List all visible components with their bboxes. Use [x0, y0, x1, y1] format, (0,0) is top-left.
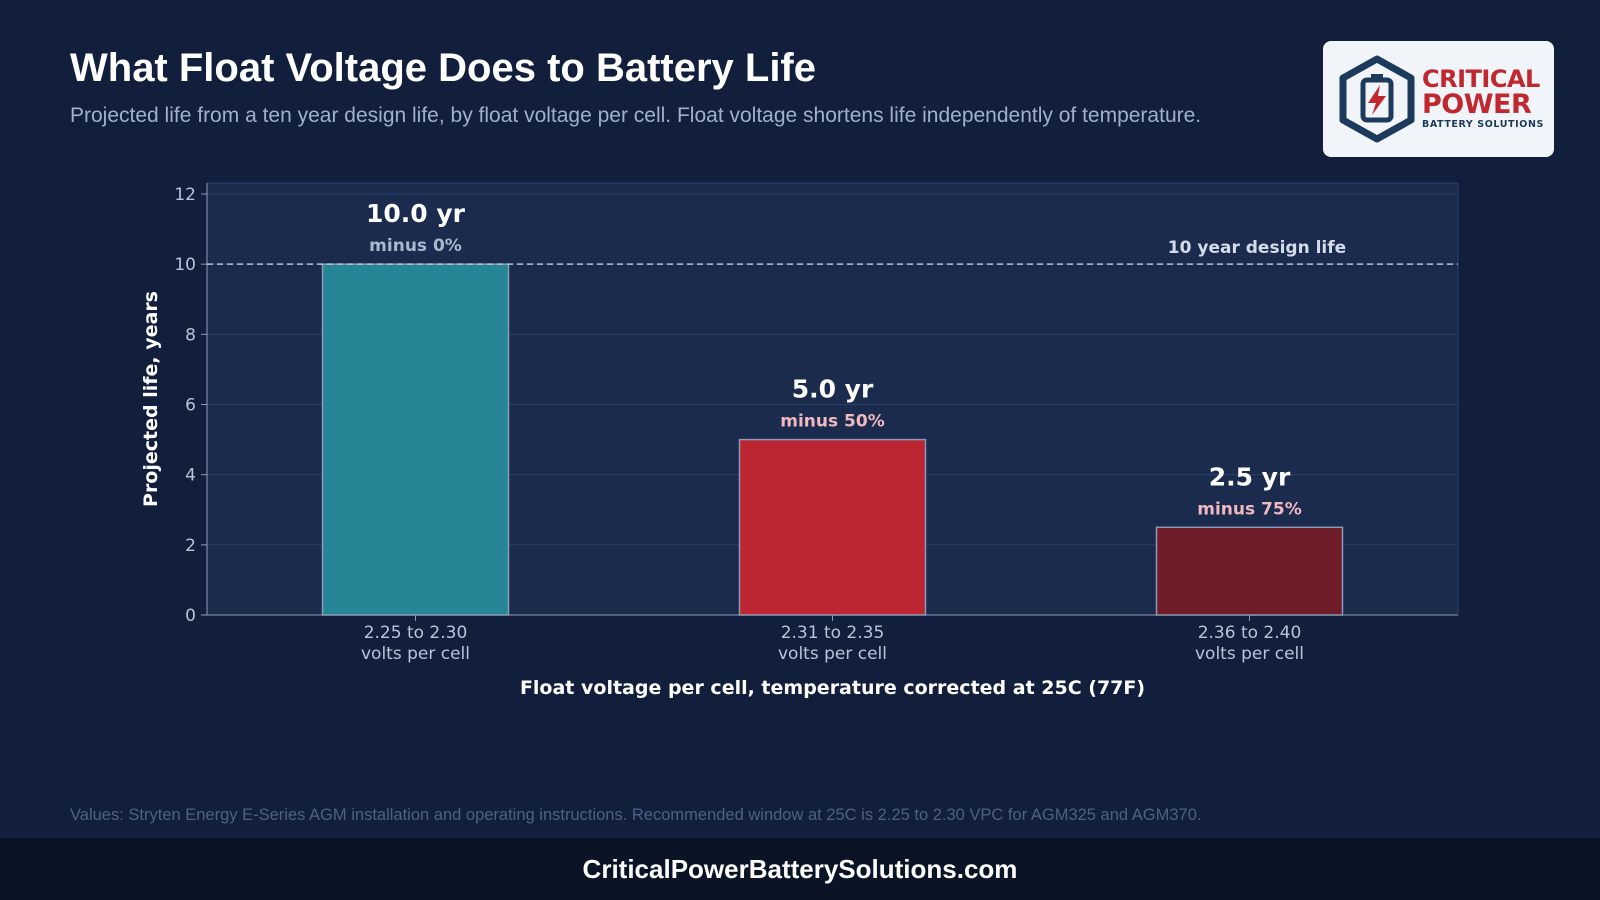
bar-chart: 0 2 4 6 8 10 12 Projected life, years 10.0 yr min…: [140, 182, 1459, 699]
y-tick-label: 12: [174, 185, 196, 205]
x-tick-label: volts per cell: [778, 644, 887, 664]
x-tick-label: 2.31 to 2.35: [781, 623, 885, 643]
bar-value-label: 5.0 yr: [792, 375, 874, 404]
y-tick-label: 10: [174, 255, 196, 275]
footer-bar: CriticalPowerBatterySolutions.com: [0, 838, 1600, 900]
logo-text-power: POWER: [1422, 89, 1532, 120]
x-tick-label: 2.36 to 2.40: [1198, 623, 1302, 643]
y-tick-label: 4: [185, 466, 196, 486]
bar-change-label: minus 50%: [780, 412, 884, 432]
chart-subtitle: Projected life from a ten year design li…: [70, 104, 1202, 127]
bar-change-label: minus 75%: [1197, 499, 1301, 519]
bar-value-label: 10.0 yr: [366, 199, 466, 228]
footer-url: CriticalPowerBatterySolutions.com: [582, 854, 1018, 884]
bar: [738, 438, 927, 616]
x-tick-label: volts per cell: [1195, 644, 1304, 664]
chart-title: What Float Voltage Does to Battery Life: [70, 46, 816, 90]
x-tick-label: volts per cell: [361, 644, 470, 664]
source-note: Values: Stryten Energy E-Series AGM inst…: [70, 806, 1202, 824]
design-life-label: 10 year design life: [1168, 238, 1346, 258]
y-tick-label: 8: [185, 325, 196, 345]
logo-text-critical: CRITICAL: [1422, 65, 1540, 93]
bar: [1155, 526, 1344, 616]
x-axis-label: Float voltage per cell, temperature corr…: [520, 677, 1145, 699]
x-tick-label: 2.25 to 2.30: [364, 623, 468, 643]
bar-value-label: 2.5 yr: [1209, 462, 1291, 491]
bar-change-label: minus 0%: [369, 236, 462, 256]
battery-bolt-hexagon-icon: [1339, 55, 1415, 143]
y-axis-label: Projected life, years: [140, 291, 162, 507]
company-logo: CRITICAL POWER BATTERY SOLUTIONS: [1323, 41, 1554, 157]
y-tick-label: 0: [185, 606, 196, 626]
logo-text-battery-solutions: BATTERY SOLUTIONS: [1422, 119, 1544, 130]
bar: [321, 263, 510, 616]
y-tick-label: 2: [185, 536, 196, 556]
y-tick-label: 6: [185, 396, 196, 416]
